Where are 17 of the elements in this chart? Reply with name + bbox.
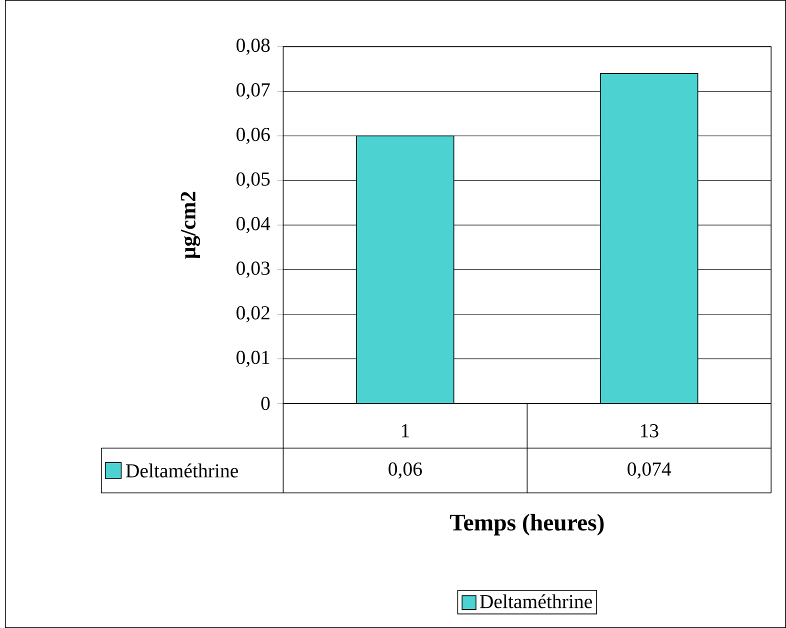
- x-tick-label: 13: [640, 424, 658, 438]
- y-tick-label: 0,03: [236, 262, 270, 278]
- y-tick-label: 0,01: [236, 350, 270, 367]
- y-tick-label: 0,08: [236, 38, 270, 55]
- x-tick-label: 1: [402, 424, 409, 438]
- y-tick-label: 0,02: [236, 306, 270, 322]
- y-tick-label: 0,07: [236, 83, 270, 100]
- data-label: 0,06: [388, 462, 422, 479]
- y-tick-label: 0,05: [236, 172, 270, 189]
- y-axis-title: µg/cm2: [180, 192, 200, 259]
- y-tick-label: 0,06: [236, 128, 270, 144]
- text: Deltaméthrine: [480, 594, 592, 608]
- y-tick-label: 0,04: [236, 216, 270, 234]
- data-label: 0,074: [628, 462, 672, 479]
- legend-label: Deltaméthrine: [126, 464, 238, 478]
- x-axis-title: Temps (heures): [450, 514, 604, 536]
- y-tick-label: 0: [261, 396, 270, 410]
